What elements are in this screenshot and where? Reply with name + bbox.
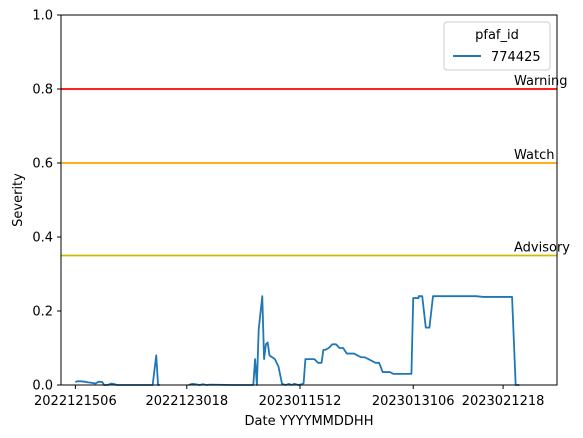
y-tick-label: 0.0 [32,379,53,394]
axis-layer: 0.0 0.2 0.4 0.6 0.8 1.0 2022121506 2022123018 20… [32,9,558,409]
legend-box [443,21,551,71]
series-layer [75,295,520,386]
threshold-label-warning: Warning [514,74,567,89]
threshold-layer: Warning Watch Advisory [61,74,570,257]
y-tick-label: 0.8 [32,83,53,98]
threshold-label-advisory: Advisory [514,241,570,256]
y-tick-label: 0.6 [32,157,53,172]
y-axis-label: Severity [11,173,26,227]
legend: pfaf_id 774425 [443,21,551,71]
y-tick-label: 0.2 [32,305,53,320]
y-tick-label: 0.4 [32,231,53,246]
x-tick-label: 2023013106 [372,394,455,409]
y-tick-label: 1.0 [32,9,53,24]
x-tick-label: 2023011512 [259,394,342,409]
x-tick-label: 2022121506 [34,394,117,409]
plot-frame [60,14,558,386]
x-tick-label: 2022123018 [145,394,228,409]
series-line-774425 [75,295,520,386]
x-axis-label: Date YYYYMMDDHH [245,414,374,429]
threshold-label-watch: Watch [514,148,554,163]
legend-entry-774425: 774425 [491,50,541,65]
x-tick-label: 2023021218 [462,394,545,409]
legend-title: pfaf_id [475,28,519,43]
